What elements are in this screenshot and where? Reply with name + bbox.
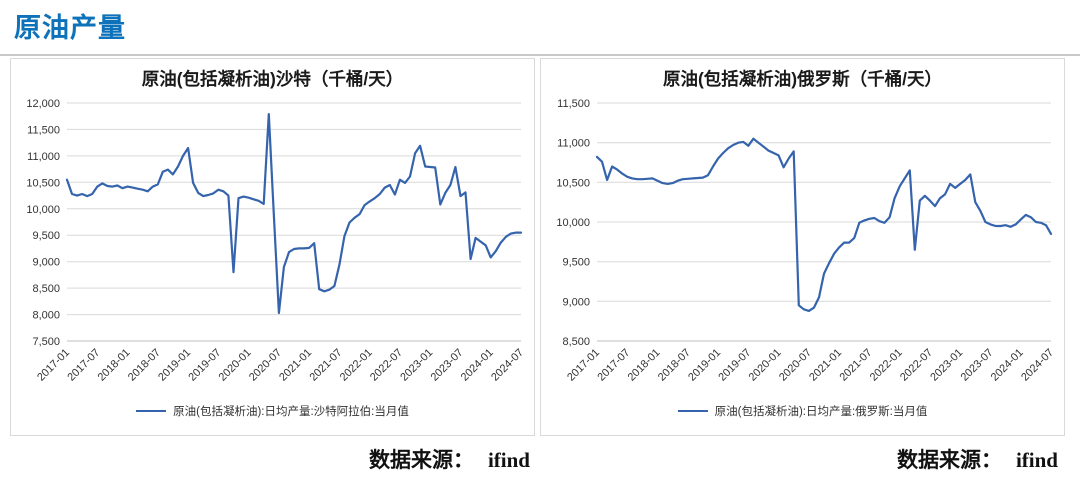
chart-panel-russia: 原油(包括凝析油)俄罗斯（千桶/天） 8,500 9,000 9,500 10,000… [540, 58, 1065, 436]
svg-text:8,500: 8,500 [562, 336, 590, 348]
svg-text:2021-07: 2021-07 [307, 347, 344, 384]
svg-text:2023-07: 2023-07 [429, 347, 466, 384]
svg-text:2020-01: 2020-01 [747, 347, 784, 384]
svg-text:2021-01: 2021-01 [277, 347, 314, 384]
line-chart-saudi: 7,500 8,000 8,500 9,000 9,500 10,000 10,500 11,… [26, 98, 526, 384]
svg-text:2019-01: 2019-01 [156, 347, 193, 384]
svg-text:11,500: 11,500 [27, 124, 60, 136]
svg-text:8,500: 8,500 [32, 283, 60, 295]
svg-text:2024-01: 2024-01 [459, 347, 496, 384]
svg-text:9,500: 9,500 [562, 257, 590, 269]
source-label: 数据来源： [368, 448, 474, 472]
chart-title-russia: 原油(包括凝析油)俄罗斯（千桶/天） [662, 69, 943, 89]
source-value: ifind [1015, 448, 1058, 472]
svg-text:10,000: 10,000 [26, 204, 60, 216]
page-title: 原油产量 [14, 13, 126, 43]
svg-text:2022-01: 2022-01 [868, 347, 905, 384]
legend-russia: 原油(包括凝析油):日均产量:俄罗斯:当月值 [541, 398, 1064, 424]
svg-text:7,500: 7,500 [32, 336, 60, 348]
svg-text:2018-01: 2018-01 [626, 347, 663, 384]
svg-text:10,500: 10,500 [26, 177, 60, 189]
footer: 数据来源： ifind 数据来源： ifind [0, 444, 1080, 474]
svg-text:12,000: 12,000 [26, 98, 60, 110]
svg-text:11,000: 11,000 [27, 151, 60, 163]
svg-text:11,500: 11,500 [557, 98, 590, 110]
svg-text:2020-01: 2020-01 [217, 347, 254, 384]
legend-label: 原油(包括凝析油):日均产量:俄罗斯:当月值 [714, 406, 928, 418]
charts-row: 原油(包括凝析油)沙特（千桶/天） 7,500 8,000 8,500 9,000 9,… [10, 58, 1070, 436]
svg-text:2017-07: 2017-07 [595, 347, 632, 384]
svg-text:2022-07: 2022-07 [368, 347, 405, 384]
svg-text:2018-07: 2018-07 [126, 347, 163, 384]
svg-text:2024-07: 2024-07 [489, 347, 526, 384]
svg-text:2019-07: 2019-07 [186, 347, 223, 384]
svg-text:9,500: 9,500 [32, 230, 60, 242]
svg-text:2022-07: 2022-07 [898, 347, 935, 384]
data-source-right: 数据来源： ifind [540, 444, 1080, 474]
svg-text:2020-07: 2020-07 [247, 347, 284, 384]
svg-text:2018-01: 2018-01 [96, 347, 133, 384]
svg-text:10,000: 10,000 [556, 217, 590, 229]
svg-text:9,000: 9,000 [562, 296, 590, 308]
svg-text:2020-07: 2020-07 [777, 347, 814, 384]
chart-panel-saudi: 原油(包括凝析油)沙特（千桶/天） 7,500 8,000 8,500 9,000 9,… [10, 58, 535, 436]
data-source-left: 数据来源： ifind [0, 444, 540, 474]
svg-text:11,000: 11,000 [557, 138, 590, 150]
svg-text:2021-01: 2021-01 [807, 347, 844, 384]
svg-text:2019-07: 2019-07 [716, 347, 753, 384]
svg-text:2024-01: 2024-01 [989, 347, 1026, 384]
legend-line-marker [677, 410, 708, 412]
svg-text:2023-07: 2023-07 [959, 347, 996, 384]
svg-text:2021-07: 2021-07 [837, 347, 874, 384]
svg-text:9,000: 9,000 [32, 257, 60, 269]
title-divider [0, 54, 1080, 56]
source-label: 数据来源： [896, 448, 1002, 472]
svg-text:8,000: 8,000 [32, 310, 60, 322]
legend-saudi: 原油(包括凝析油):日均产量:沙特阿拉伯:当月值 [11, 398, 534, 424]
svg-text:10,500: 10,500 [556, 177, 590, 189]
svg-text:2017-07: 2017-07 [65, 347, 102, 384]
svg-text:2018-07: 2018-07 [656, 347, 693, 384]
chart-title-saudi: 原油(包括凝析油)沙特（千桶/天） [141, 69, 404, 89]
line-chart-russia: 8,500 9,000 9,500 10,000 10,500 11,000 11,500 2… [556, 98, 1056, 384]
svg-text:2017-01: 2017-01 [565, 347, 602, 384]
legend-line-marker [136, 410, 167, 412]
svg-text:2022-01: 2022-01 [338, 347, 375, 384]
svg-text:2023-01: 2023-01 [928, 347, 965, 384]
source-value: ifind [487, 448, 530, 472]
svg-text:2024-07: 2024-07 [1019, 347, 1056, 384]
svg-text:2023-01: 2023-01 [398, 347, 435, 384]
legend-label: 原油(包括凝析油):日均产量:沙特阿拉伯:当月值 [173, 406, 409, 418]
svg-text:2019-01: 2019-01 [686, 347, 723, 384]
svg-text:2017-01: 2017-01 [35, 347, 72, 384]
